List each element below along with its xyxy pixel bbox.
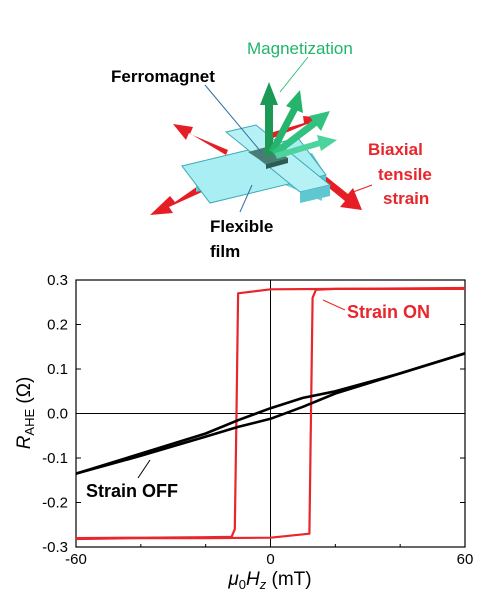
strain-arrow-bottom — [150, 186, 202, 215]
series-line-strain-off-branch-2 — [75, 352, 466, 475]
x-axis-title-h-sub: z — [259, 577, 267, 592]
y-tick-label: 0.0 — [47, 406, 68, 423]
x-tick-label: 0 — [266, 551, 274, 568]
film-arm-2-front — [300, 185, 330, 203]
magnetization-label: Magnetization — [247, 39, 353, 58]
schematic: Magnetization Ferromagnet Biaxial tensil… — [111, 39, 432, 261]
magnetization-arrow-tilt-3 — [275, 135, 337, 159]
film-label-line-2: film — [210, 242, 240, 261]
series-label-strain-on: Strain ON — [347, 302, 430, 322]
y-axis-title-unit: (Ω) — [14, 377, 35, 409]
flexible-film-cross — [181, 124, 332, 204]
x-axis-title: μ0Hz (mT) — [227, 569, 311, 592]
y-tick-label: 0.1 — [47, 361, 68, 378]
x-tick-label: 60 — [457, 551, 474, 568]
film-leader — [239, 184, 253, 213]
chart: 0.3 0.2 0.1 0.0 -0.1 -0.2 -0.3-60 0 60 Strain ON… — [14, 272, 473, 592]
strain-off-leader — [137, 459, 151, 479]
ferromagnet-label: Ferromagnet — [111, 67, 215, 86]
strain-arrow-left — [173, 124, 228, 155]
zero-lines — [76, 280, 465, 547]
y-tick-label: -0.3 — [42, 539, 68, 556]
strain-label-line-1: Biaxial — [368, 140, 423, 159]
strain-leader — [352, 184, 373, 193]
series-line-strain-on-branch-2 — [75, 286, 466, 541]
film-label-line-1: Flexible — [210, 217, 273, 236]
x-axis-title-mu-sub: 0 — [239, 577, 246, 592]
magnetization-arrow-vertical — [260, 82, 278, 155]
magnetization-arrow-tilt-1 — [268, 90, 303, 154]
magnetization-leader — [279, 56, 309, 93]
x-axis-title-unit: (mT) — [266, 569, 311, 590]
y-axis-title: RAHE (Ω) — [14, 377, 37, 450]
x-tick-label: -60 — [65, 551, 87, 568]
strain-on-leader — [322, 299, 346, 311]
ferromagnet-side — [266, 158, 288, 169]
y-tick-label: 0.3 — [47, 272, 68, 289]
magnetization-arrow-tilt-2 — [271, 111, 330, 157]
y-tick-label: 0.2 — [47, 317, 68, 334]
magnetization-arrows — [260, 82, 337, 159]
y-tick-label: -0.2 — [42, 495, 68, 512]
axis-ticks: 0.3 0.2 0.1 0.0 -0.1 -0.2 -0.3-60 0 60 — [42, 272, 473, 568]
y-axis-title-r-sub: AHE — [22, 409, 37, 436]
strain-label-line-3: strain — [383, 189, 429, 208]
strain-label-line-2: tensile — [378, 165, 432, 184]
y-axis-title-r: R — [14, 435, 35, 449]
x-axis-title-mu: μ — [227, 569, 239, 590]
series-layer — [75, 286, 466, 541]
x-axis-title-h: H — [246, 569, 260, 590]
ferromagnet-leader — [204, 84, 263, 154]
y-tick-label: -0.1 — [42, 450, 68, 467]
series-label-strain-off: Strain OFF — [86, 481, 178, 501]
